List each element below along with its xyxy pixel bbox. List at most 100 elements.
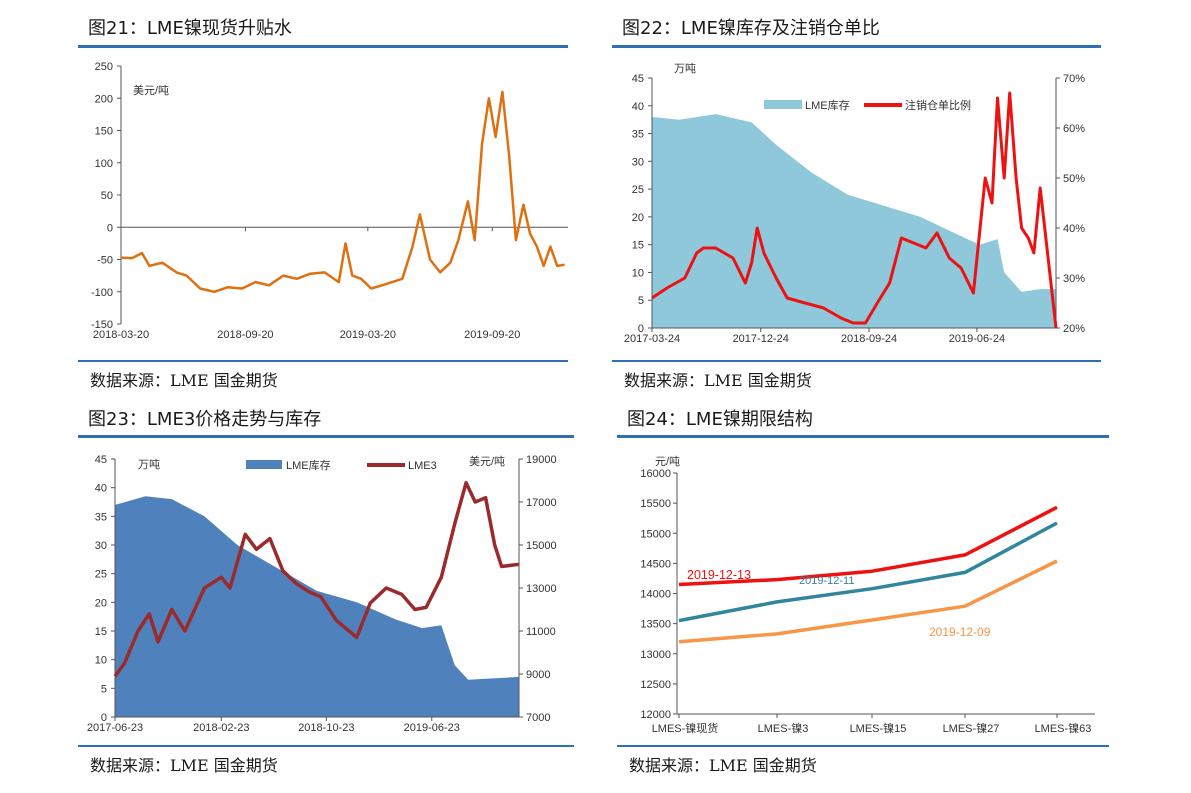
x-tick-label: LMES-镍63: [1035, 721, 1092, 735]
chart-plot: 45 40 35 30 25 20 15 10 5 0 19000 17000 15000 13000 11…: [87, 454, 557, 734]
legend-swatch-area: [246, 460, 282, 469]
x-tick-label: 2019-06-24: [949, 333, 1005, 345]
y-tick-label: -150: [91, 319, 113, 331]
y2-tick-label: 40%: [1063, 223, 1085, 235]
x-tick-label: 2017-06-23: [87, 722, 143, 734]
chart-title: 图23：LME3价格走势与库存: [88, 409, 322, 430]
y-tick-label: 13500: [640, 619, 671, 631]
x-tick-label: LMES-镍15: [850, 721, 907, 735]
y2-tick-label: 13000: [526, 583, 557, 595]
source-rule: [78, 745, 574, 747]
y-tick-label: 30: [632, 156, 644, 168]
series-line: [678, 521, 1058, 623]
y-tick-label: 200: [95, 93, 113, 105]
unit-label-right: 美元/吨: [469, 455, 505, 468]
x-tick-label: 2018-10-23: [298, 722, 354, 734]
y2-tick-label: 20%: [1063, 323, 1085, 335]
source-note: 数据来源：LME 国金期货: [90, 756, 278, 775]
y-tick-label: 250: [95, 61, 113, 73]
series-line: [120, 90, 565, 294]
y2-tick-label: 60%: [1063, 123, 1085, 135]
legend-label: 注销仓单比例: [905, 98, 971, 112]
x-tick-label: 2018-02-23: [193, 722, 249, 734]
y-tick-label: 16000: [640, 468, 671, 480]
y-tick-label: 40: [95, 483, 107, 495]
y2-tick-label: 17000: [526, 497, 557, 509]
y2-tick-label: 11000: [526, 626, 556, 638]
y-tick-label: 14000: [640, 589, 671, 601]
y-tick-label: 12000: [640, 709, 671, 721]
y-tick-label: 12500: [640, 679, 671, 691]
source-note: 数据来源：LME 国金期货: [629, 756, 817, 775]
unit-label: 万吨: [138, 458, 160, 471]
x-tick-label: 2018-09-20: [217, 329, 273, 341]
chart-title: 图22：LME镍库存及注销仓单比: [622, 18, 880, 39]
y-tick-label: 20: [95, 597, 107, 609]
series-area: [652, 114, 1056, 328]
source-rule: [612, 360, 1101, 362]
x-tick-label: LMES-镍现货: [652, 721, 719, 735]
y-tick-label: 35: [95, 511, 107, 523]
x-tick-label: 2017-12-24: [733, 333, 789, 345]
y-tick-label: 0: [638, 323, 644, 335]
y-tick-label: 14500: [640, 558, 671, 570]
legend-swatch-area: [764, 100, 802, 109]
legend-label: LME库存: [805, 98, 850, 112]
y-tick-label: 0: [107, 222, 113, 234]
y-tick-label: 20: [632, 212, 644, 224]
series-line: [651, 91, 1058, 329]
y-tick-label: 15000: [640, 528, 671, 540]
y-tick-label: 5: [638, 295, 644, 307]
y-tick-label: -100: [91, 287, 113, 299]
legend-label: LME3: [408, 460, 437, 472]
y-tick-label: 35: [632, 129, 644, 141]
x-tick-label: 2019-09-20: [464, 329, 520, 341]
y-tick-label: -50: [97, 255, 113, 267]
y-tick-label: 10: [632, 267, 644, 279]
chart-title: 图21：LME镍现货升贴水: [88, 18, 292, 39]
y-tick-label: 0: [101, 712, 107, 724]
series-line: [113, 480, 520, 678]
y2-tick-label: 19000: [526, 454, 557, 466]
chart-panel-2: 图22：LME镍库存及注销仓单比 45 40 35 30 25 20 15 10 5 0 70% 60…: [612, 14, 1101, 394]
unit-label: 美元/吨: [133, 84, 169, 97]
y2-tick-label: 30%: [1063, 273, 1085, 285]
y-tick-label: 15: [95, 626, 107, 638]
y-tick-label: 10: [95, 655, 107, 667]
y2-tick-label: 15000: [526, 540, 557, 552]
y-tick-label: 150: [95, 126, 113, 138]
y-tick-label: 40: [632, 101, 644, 113]
chart-panel-3: 图23：LME3价格走势与库存 45 40 35 30 25 20 15 10 5 0 19000 1…: [78, 405, 574, 785]
title-rule: [78, 45, 568, 48]
y-tick-label: 15500: [640, 498, 671, 510]
y-tick-label: 50: [101, 190, 113, 202]
source-note: 数据来源：LME 国金期货: [90, 371, 278, 390]
x-tick-label: 2018-09-24: [841, 333, 897, 345]
unit-label: 元/吨: [655, 455, 680, 468]
chart-title: 图24：LME镍期限结构: [627, 409, 813, 430]
chart-panel-4: 图24：LME镍期限结构 16000 15500 15000 14500 14000 13…: [617, 405, 1109, 785]
y-tick-label: 5: [101, 683, 107, 695]
y-tick-label: 45: [95, 454, 107, 466]
title-rule: [617, 435, 1109, 438]
x-tick-label: 2019-03-20: [340, 329, 396, 341]
x-tick-label: LMES-镍3: [758, 721, 809, 735]
y2-tick-label: 50%: [1063, 173, 1085, 185]
y-tick-label: 45: [632, 73, 644, 85]
y2-tick-label: 70%: [1063, 73, 1085, 85]
series-line: [678, 505, 1058, 587]
x-tick-label: 2018-03-20: [93, 329, 149, 341]
y-tick-label: 25: [95, 569, 107, 581]
y2-tick-label: 9000: [526, 669, 550, 681]
series-label: 2019-12-09: [929, 625, 991, 639]
series-label: 2019-12-11: [799, 575, 854, 587]
x-tick-label: LMES-镍27: [943, 721, 1000, 735]
chart-panel-1: 图21：LME镍现货升贴水 250 200 150 100 50 0 -50 -100 -150…: [78, 14, 568, 394]
chart-plot: 16000 15500 15000 14500 14000 13500 13000 12500…: [640, 455, 1095, 735]
legend-label: LME库存: [286, 458, 331, 472]
y-tick-label: 13000: [640, 649, 671, 661]
x-tick-label: 2017-03-24: [624, 333, 680, 345]
unit-label: 万吨: [674, 62, 696, 75]
y-tick-label: 100: [95, 158, 113, 170]
